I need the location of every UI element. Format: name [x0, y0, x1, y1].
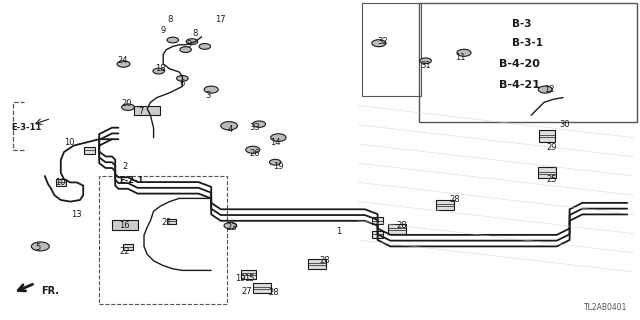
Circle shape: [271, 134, 286, 141]
Text: B-3-1: B-3-1: [512, 38, 543, 48]
Text: 29: 29: [547, 143, 557, 152]
Bar: [388, 224, 406, 234]
Circle shape: [177, 76, 188, 81]
Text: 33: 33: [250, 124, 260, 132]
Text: B-3: B-3: [512, 19, 531, 29]
Circle shape: [31, 242, 49, 251]
Text: 25: 25: [547, 175, 557, 184]
Text: E-2-1: E-2-1: [119, 176, 143, 185]
Text: 6: 6: [180, 79, 185, 88]
Text: 4: 4: [228, 125, 233, 134]
Circle shape: [246, 146, 260, 153]
Text: 5: 5: [36, 244, 41, 252]
Text: 12: 12: [544, 85, 554, 94]
Text: B-4-20: B-4-20: [499, 59, 540, 69]
Circle shape: [269, 159, 281, 165]
Text: TL2AB0401: TL2AB0401: [584, 303, 627, 312]
Bar: [308, 259, 326, 269]
Circle shape: [199, 44, 211, 49]
Bar: [166, 219, 177, 224]
Circle shape: [186, 39, 198, 44]
Text: E-3-11: E-3-11: [12, 124, 42, 132]
Text: 8: 8: [193, 29, 198, 38]
Bar: [436, 200, 454, 210]
Text: 3: 3: [205, 92, 211, 100]
Circle shape: [538, 86, 552, 93]
Text: 16: 16: [120, 221, 130, 230]
Bar: [134, 106, 160, 115]
Text: 21: 21: [161, 218, 172, 227]
Text: 28: 28: [449, 196, 460, 204]
Bar: [241, 270, 256, 279]
Text: 9: 9: [186, 40, 191, 49]
Text: 31: 31: [420, 61, 431, 70]
Bar: [56, 179, 66, 186]
Text: 26: 26: [250, 149, 260, 158]
Bar: [362, 3, 421, 96]
Circle shape: [122, 104, 134, 110]
Bar: [123, 244, 133, 250]
Circle shape: [180, 47, 191, 52]
Text: 24: 24: [118, 56, 128, 65]
Bar: [99, 176, 227, 304]
Text: 13: 13: [72, 210, 82, 219]
Bar: [372, 217, 383, 224]
Circle shape: [253, 121, 266, 127]
Text: 20: 20: [122, 100, 132, 108]
Bar: [112, 220, 138, 230]
Circle shape: [117, 61, 130, 67]
Bar: [84, 147, 95, 154]
Text: 11: 11: [456, 53, 466, 62]
Circle shape: [167, 37, 179, 43]
Text: 15: 15: [244, 274, 255, 283]
Circle shape: [372, 40, 386, 47]
Text: 14: 14: [270, 138, 280, 147]
Bar: [538, 167, 556, 179]
Text: 19: 19: [235, 274, 245, 283]
Text: 10: 10: [56, 178, 66, 187]
Text: 28: 28: [397, 221, 407, 230]
Circle shape: [457, 49, 471, 56]
Text: 23: 23: [227, 223, 237, 232]
Text: 22: 22: [120, 247, 130, 256]
Circle shape: [224, 222, 237, 229]
Bar: [540, 130, 556, 142]
Circle shape: [204, 86, 218, 93]
Text: 28: 28: [320, 256, 330, 265]
Text: 28: 28: [269, 288, 279, 297]
Bar: [253, 283, 271, 293]
Text: 30: 30: [559, 120, 570, 129]
Bar: [419, 3, 637, 122]
Text: 32: 32: [378, 37, 388, 46]
Text: 1: 1: [337, 228, 342, 236]
Text: 8: 8: [167, 15, 172, 24]
Text: 7: 7: [138, 108, 143, 116]
Circle shape: [221, 122, 237, 130]
Text: 10: 10: [64, 138, 74, 147]
Text: 9: 9: [161, 26, 166, 35]
Bar: [372, 231, 383, 238]
Text: FR.: FR.: [42, 286, 60, 296]
Text: 18: 18: [155, 64, 165, 73]
Text: B-4-21: B-4-21: [499, 80, 540, 90]
Text: 2: 2: [122, 162, 127, 171]
Circle shape: [420, 58, 431, 64]
Text: 27: 27: [241, 287, 252, 296]
Text: 19: 19: [273, 162, 284, 171]
Text: 17: 17: [216, 15, 226, 24]
Circle shape: [153, 68, 164, 74]
